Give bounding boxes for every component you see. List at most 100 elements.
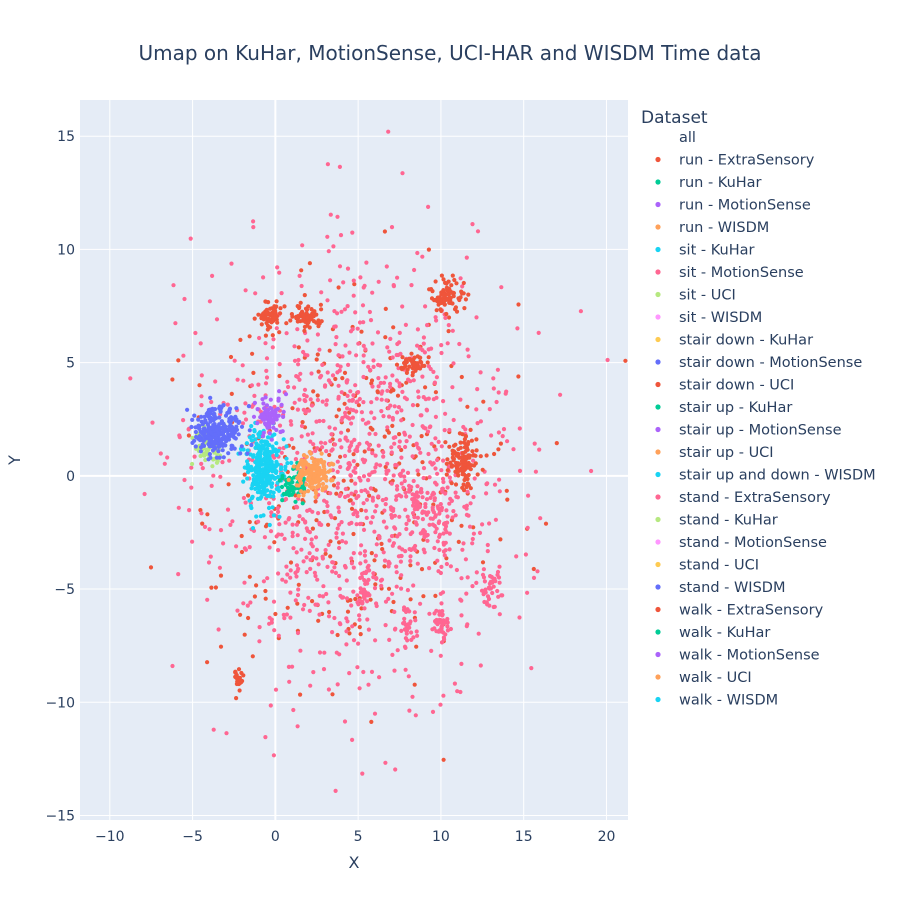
scatter-point [234,406,239,411]
legend-entry[interactable]: run - WISDM [655,220,769,236]
scatter-point [385,345,390,350]
scatter-point [290,530,295,535]
scatter-point [459,661,464,667]
scatter-point [463,473,468,479]
scatter-point [209,585,214,590]
scatter-point [302,392,307,398]
legend-entry[interactable]: run - ExtraSensory [655,153,815,169]
scatter-point [459,523,464,528]
legend-entry[interactable]: stair up - KuHar [655,400,792,416]
legend-entry[interactable]: stand - KuHar [655,513,778,529]
scatter-point [337,573,342,579]
scatter-point [365,490,370,495]
legend-label: stair up and down - WISDM [679,468,876,484]
scatter-point [206,560,212,565]
scatter-point [447,501,452,506]
scatter-point [233,670,238,675]
scatter-point [305,315,310,320]
scatter-point [370,498,375,503]
legend-entry[interactable]: stand - ExtraSensory [655,490,831,506]
legend-entry[interactable]: walk - WISDM [655,693,778,709]
scatter-point [414,522,419,527]
scatter-point [351,393,356,398]
legend-entry[interactable]: run - KuHar [655,175,762,191]
scatter-point [395,484,400,489]
scatter-point [255,485,260,490]
scatter-point [340,539,345,544]
legend-entry[interactable]: stand - WISDM [655,580,785,596]
scatter-point [254,583,259,588]
legend-entry[interactable]: sit - UCI [655,288,736,304]
scatter-point [356,341,361,346]
legend-entry[interactable]: all [679,130,696,146]
scatter-point [409,351,414,356]
legend-marker [655,516,661,523]
legend-label: sit - UCI [679,288,736,304]
scatter-point [255,462,260,467]
scatter-point [347,671,352,676]
scatter-point [473,461,478,466]
scatter-point [261,275,266,280]
legend-entry[interactable]: sit - WISDM [655,310,762,326]
scatter-point [433,447,438,452]
scatter-point [446,315,452,320]
legend-entry[interactable]: sit - KuHar [655,243,754,259]
scatter-point [366,682,371,687]
scatter-point [353,596,358,602]
scatter-point [158,451,163,456]
scatter-point [206,447,211,452]
scatter-point [264,403,270,408]
legend-entry[interactable]: stand - UCI [655,558,759,574]
scatter-point [293,493,298,498]
scatter-point [290,534,295,539]
scatter-point [315,461,320,467]
scatter-point [311,389,316,394]
scatter-point [578,309,584,314]
legend-entry[interactable]: stair up - MotionSense [655,423,842,439]
scatter-point [480,522,485,527]
scatter-point [413,543,418,549]
scatter-point [241,479,246,484]
scatter-point [383,760,388,765]
scatter-point [341,595,346,600]
scatter-point [392,668,397,673]
scatter-point [424,497,430,502]
legend-entry[interactable]: walk - KuHar [655,625,770,641]
scatter-point [426,204,431,209]
scatter-point [336,383,341,388]
scatter-point [395,410,400,415]
scatter-point [335,469,340,474]
legend-entry[interactable]: sit - MotionSense [655,265,804,281]
scatter-point [355,510,360,515]
legend-entry[interactable]: stair up and down - WISDM [655,468,876,484]
legend-entry[interactable]: stair down - MotionSense [655,355,862,371]
scatter-point [493,517,498,522]
scatter-point [359,329,364,334]
scatter-point [447,300,452,305]
scatter-point [344,642,349,647]
legend-entry[interactable]: stair down - KuHar [655,333,813,349]
legend-entry[interactable]: stair down - UCI [655,378,794,394]
scatter-point [208,395,213,400]
legend-entry[interactable]: walk - MotionSense [655,648,820,664]
scatter-point [330,373,336,378]
legend[interactable]: all run - ExtraSensory run - KuHar run - Mo… [655,130,876,709]
scatter-point [474,437,479,442]
legend-entry[interactable]: run - MotionSense [655,198,811,214]
legend-entry[interactable]: stair up - UCI [655,445,774,461]
scatter-point [300,243,305,248]
scatter-point [260,314,265,319]
scatter-point [381,380,387,385]
scatter-point [314,357,319,362]
legend-entry[interactable]: stand - MotionSense [655,535,827,551]
scatter-point [260,433,266,439]
scatter-point [308,451,313,456]
scatter-point [439,640,445,645]
scatter-point [263,395,268,400]
scatter-point [382,558,388,563]
legend-entry[interactable]: walk - UCI [655,670,752,686]
scatter-point [287,486,292,491]
scatter-point [412,610,417,615]
legend-entry[interactable]: walk - ExtraSensory [655,603,824,619]
scatter-point [336,407,342,412]
